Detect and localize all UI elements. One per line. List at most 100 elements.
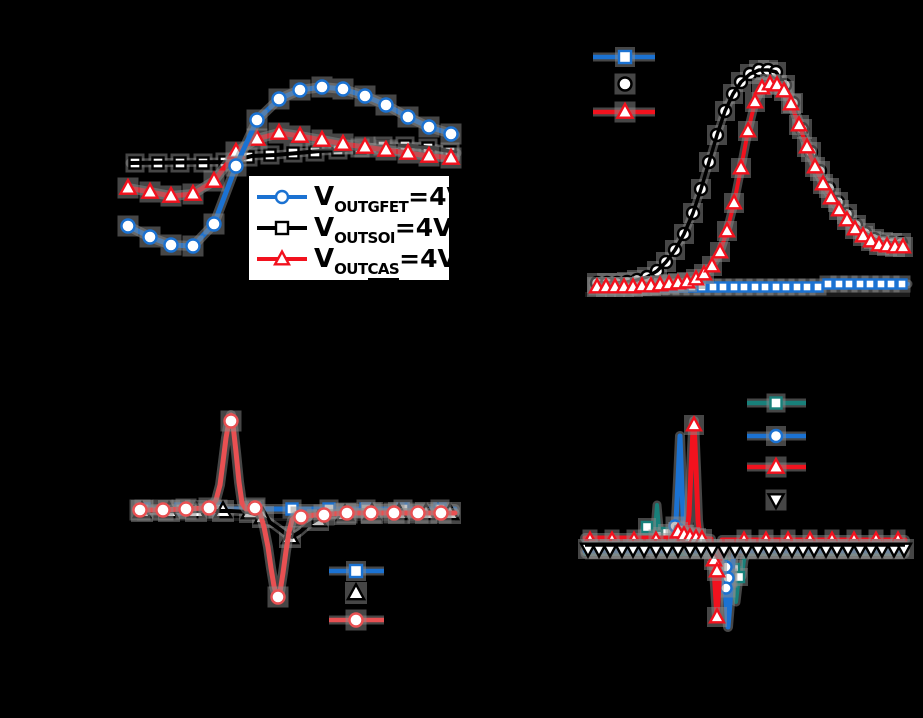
- circle-marker: [185, 238, 201, 254]
- square-marker: [843, 278, 855, 290]
- circle-marker: [421, 119, 437, 135]
- circle-marker: [163, 237, 179, 253]
- square-marker: [885, 278, 897, 290]
- tri-up-marker: [695, 264, 713, 281]
- circle-marker: [339, 505, 355, 521]
- square-marker: [812, 281, 824, 293]
- tri-up-marker: [708, 561, 726, 578]
- square-marker: [822, 278, 834, 290]
- circle-marker: [249, 112, 265, 128]
- blue-line-sample: [257, 189, 307, 205]
- tri-up-marker: [312, 129, 332, 147]
- tri-up-marker: [441, 147, 461, 165]
- tri-up-marker: [204, 170, 224, 188]
- series-black-downtri-row: [578, 539, 914, 559]
- circle-marker: [443, 126, 459, 142]
- circle-marker: [314, 79, 330, 95]
- legend-label: VOUTSOI=4V: [314, 213, 453, 247]
- tri-up-marker: [798, 137, 816, 154]
- legend-marker: [617, 49, 633, 65]
- circle-marker: [228, 158, 244, 174]
- legend-bottom-left: [329, 561, 384, 631]
- tri-up-marker: [830, 200, 848, 217]
- circle-marker: [357, 88, 373, 104]
- tri-up-marker: [739, 121, 757, 138]
- tri-up-marker: [862, 231, 880, 248]
- tri-up-marker: [290, 125, 310, 143]
- square-marker: [801, 281, 813, 293]
- circle-marker: [386, 505, 402, 521]
- legend-marker: [615, 101, 635, 119]
- tri-up-marker: [140, 181, 160, 199]
- tri-up-marker: [708, 607, 726, 624]
- circle-marker: [335, 81, 351, 97]
- legend-entry-OUTSOI: VOUTSOI=4V: [255, 215, 453, 246]
- legend-entry-OUTGFET: VOUTGFET=4V: [255, 184, 466, 215]
- tri-up-marker: [732, 158, 750, 175]
- tri-up-marker: [398, 142, 418, 160]
- tri-up-marker: [790, 115, 808, 132]
- circle-marker: [400, 109, 416, 125]
- legend-bottom-right: [747, 393, 806, 511]
- square-marker: [749, 281, 761, 293]
- circle-marker: [247, 500, 263, 516]
- circle-marker: [316, 507, 332, 523]
- square-marker: [780, 281, 792, 293]
- square-marker: [759, 281, 771, 293]
- circle-marker: [293, 509, 309, 525]
- black-line-sample: [257, 220, 307, 236]
- square-marker: [791, 281, 803, 293]
- legend-marker: [345, 581, 367, 601]
- circle-marker: [142, 229, 158, 245]
- legend-label: VOUTCAS=4V: [314, 246, 457, 281]
- tri-up-marker: [355, 136, 375, 154]
- circle-marker: [271, 91, 287, 107]
- legend-marker: [273, 249, 291, 266]
- square-marker: [875, 278, 887, 290]
- series-red-peak-dip: [129, 410, 460, 608]
- tri-up-marker: [854, 226, 872, 243]
- circle-marker: [433, 505, 449, 521]
- legend-marker: [769, 396, 783, 410]
- tri-up-marker: [711, 242, 729, 259]
- chart-bottom-left: [129, 410, 461, 608]
- legend-label: VOUTGFET=4V: [314, 182, 466, 216]
- series-red-spikes: [580, 415, 910, 627]
- tri-up-marker: [703, 256, 721, 273]
- circle-marker: [132, 502, 148, 518]
- tri-up-marker: [814, 174, 832, 191]
- circle-marker: [292, 82, 308, 98]
- square-marker: [770, 281, 782, 293]
- tri-up-marker: [419, 145, 439, 163]
- tri-up-marker: [746, 92, 764, 109]
- tri-up-marker: [806, 157, 824, 174]
- tri-up-marker: [894, 237, 912, 254]
- legend-marker: [617, 76, 633, 92]
- line-halo: [580, 416, 910, 623]
- series-line: [582, 418, 908, 621]
- tri-up-marker: [333, 133, 353, 151]
- series-VOUTCAS=4V: [117, 122, 462, 207]
- legend-marker: [274, 189, 290, 205]
- circle-marker: [270, 589, 286, 605]
- circle-marker: [363, 505, 379, 521]
- series-line: [134, 412, 458, 600]
- tri-up-marker: [685, 415, 703, 432]
- square-marker: [640, 520, 654, 534]
- legend-entry-OUTCAS: VOUTCAS=4V: [255, 246, 457, 281]
- chart-top-left: [117, 76, 462, 257]
- circle-marker: [410, 505, 426, 521]
- tri-up-marker: [161, 185, 181, 203]
- legend-top-right: [593, 47, 655, 123]
- tri-up-marker: [846, 219, 864, 236]
- legend-marker: [274, 220, 290, 236]
- square-marker: [854, 278, 866, 290]
- red-line-sample: [257, 249, 307, 266]
- square-marker: [728, 281, 740, 293]
- legend-marker: [766, 456, 786, 474]
- tri-up-marker: [269, 122, 289, 140]
- tri-up-marker: [376, 139, 396, 157]
- tri-up-marker: [782, 94, 800, 111]
- circle-marker: [201, 500, 217, 516]
